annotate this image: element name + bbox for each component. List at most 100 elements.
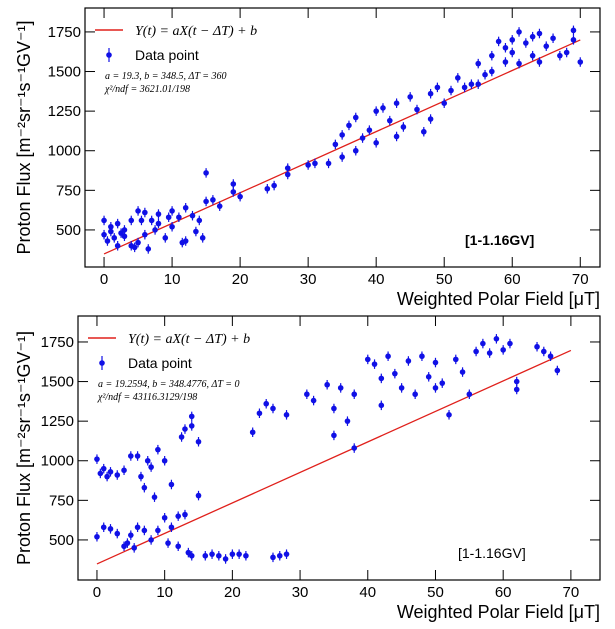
data-point — [114, 242, 121, 249]
data-point — [493, 336, 500, 342]
data-point — [138, 217, 145, 224]
data-point — [230, 189, 237, 195]
data-point — [339, 154, 345, 160]
data-point — [182, 511, 188, 518]
data-point — [419, 353, 425, 360]
data-point — [364, 356, 371, 363]
x-axis-title: Weighted Polar Field [μT] — [397, 602, 600, 622]
y-tick-label: 1750 — [48, 24, 81, 41]
data-point — [249, 429, 256, 436]
legend-label: Y(t) = aX(t − ΔT) + b — [128, 332, 250, 347]
data-point — [148, 464, 154, 470]
data-point — [509, 37, 516, 43]
y-tick-label: 1000 — [41, 453, 74, 470]
x-tick-label: 50 — [427, 584, 444, 601]
data-point — [124, 540, 131, 546]
data-point — [155, 446, 161, 453]
data-point — [502, 44, 509, 51]
plot-frame — [84, 7, 601, 268]
data-point — [352, 147, 359, 154]
data-point — [210, 197, 216, 203]
data-point — [209, 551, 215, 557]
data-point — [284, 165, 291, 171]
y-tick-label: 1500 — [48, 64, 81, 81]
data-point — [101, 231, 107, 238]
panel: 0 10 20 30 40 50 60 70 500 750 1000 1250 1500 1750 Wei… — [14, 315, 601, 622]
data-point — [188, 423, 195, 429]
data-point — [135, 239, 141, 246]
data-point — [385, 353, 391, 360]
data-point — [475, 81, 482, 87]
data-point — [489, 68, 495, 75]
y-axis-title: Proton Flux [m⁻²sr⁻¹s⁻¹GV⁻¹] — [14, 20, 34, 254]
data-point — [414, 106, 420, 113]
data-point — [547, 353, 554, 360]
data-point — [155, 527, 161, 534]
data-point — [162, 235, 169, 241]
data-point — [378, 375, 385, 382]
x-tick-label: 50 — [436, 271, 453, 288]
data-point — [536, 30, 543, 37]
data-point — [229, 551, 236, 557]
data-point — [393, 100, 400, 107]
data-point — [114, 472, 121, 478]
data-point — [351, 391, 358, 398]
data-point — [371, 361, 378, 367]
data-point — [161, 514, 168, 521]
data-point — [196, 217, 203, 224]
data-point — [142, 209, 148, 216]
data-point — [500, 347, 506, 353]
data-point — [121, 227, 128, 233]
data-point — [134, 524, 141, 531]
data-point — [495, 38, 502, 45]
data-point — [352, 114, 359, 121]
fit-annotation: χ²/ndf = 3621.01/198 — [104, 84, 190, 95]
data-point — [550, 35, 556, 42]
data-point — [175, 543, 182, 550]
y-tick-label: 1750 — [41, 334, 74, 351]
fit-annotation: χ²/ndf = 43116.3129/198 — [97, 392, 197, 403]
data-point — [513, 386, 520, 393]
y-tick-label: 1250 — [41, 413, 74, 430]
data-point — [256, 410, 263, 417]
data-point — [332, 141, 339, 148]
data-point — [570, 37, 577, 43]
legend-label: Y(t) = aX(t − ΔT) + b — [135, 24, 257, 39]
data-point — [94, 456, 100, 462]
data-point — [168, 481, 175, 488]
data-point — [178, 434, 185, 440]
data-point — [310, 397, 317, 404]
data-point — [529, 52, 536, 59]
data-point — [284, 171, 291, 178]
x-tick-label: 10 — [164, 271, 181, 288]
panel: 0 10 20 30 40 50 60 70 500 750 1000 1250 1500 1750 Wei… — [14, 7, 601, 309]
x-tick-label: 40 — [359, 584, 376, 601]
x-tick-label: 60 — [504, 271, 521, 288]
data-point — [529, 33, 536, 40]
x-tick-label: 0 — [93, 584, 101, 601]
x-tick-label: 70 — [572, 271, 589, 288]
data-point — [188, 552, 195, 559]
data-point — [195, 492, 202, 499]
data-point — [138, 473, 144, 480]
data-point — [176, 214, 182, 221]
data-point — [271, 182, 277, 189]
data-point — [169, 208, 175, 214]
data-point — [100, 524, 107, 531]
data-point — [509, 49, 516, 56]
data-point — [466, 391, 473, 398]
data-point — [148, 537, 154, 543]
data-point — [563, 49, 570, 56]
y-tick-label: 1250 — [48, 103, 81, 120]
data-point — [141, 484, 148, 491]
data-point — [468, 81, 475, 87]
data-point — [236, 551, 242, 557]
data-point — [373, 140, 379, 146]
x-axis-title: Weighted Polar Field [μT] — [397, 289, 600, 309]
x-tick-label: 60 — [495, 584, 512, 601]
data-point — [100, 465, 107, 472]
data-point — [439, 380, 446, 386]
data-point — [344, 418, 351, 424]
data-point — [475, 60, 482, 67]
